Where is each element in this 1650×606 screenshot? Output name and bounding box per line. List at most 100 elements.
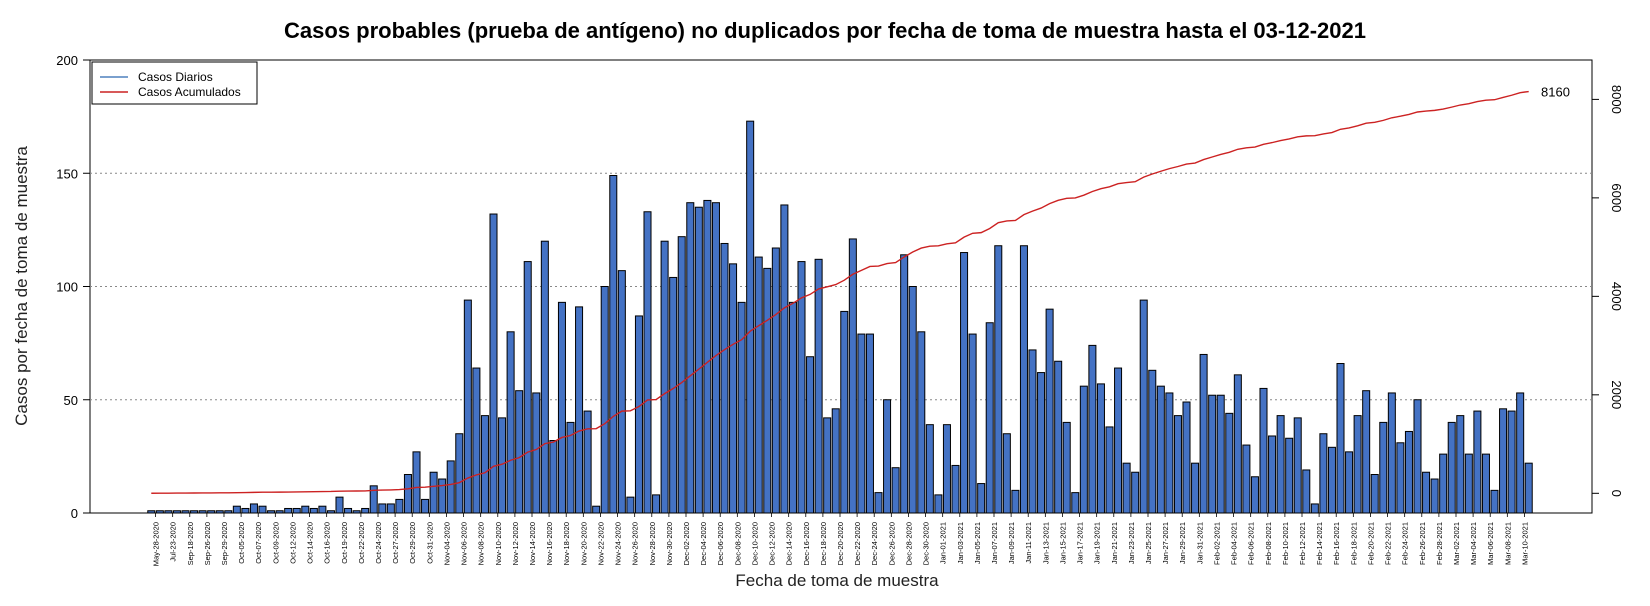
x-tick-label: Feb-28-2021 <box>1435 522 1444 565</box>
bar-casos-diarios <box>1336 363 1345 514</box>
y-axis-left: 0 50 100 150 200 <box>56 53 90 521</box>
bar-casos-diarios <box>1216 394 1225 514</box>
bar-casos-diarios <box>1062 421 1071 514</box>
bar-casos-diarios <box>224 510 233 514</box>
bar-casos-diarios <box>771 247 780 514</box>
bar-casos-diarios <box>1481 453 1490 514</box>
bar-casos-diarios <box>1173 415 1182 514</box>
y-tick-label: 0 <box>71 506 78 521</box>
bar-casos-diarios <box>1114 367 1123 514</box>
y-tick-label: 100 <box>56 280 78 295</box>
x-tick-label: Oct-07-2020 <box>254 522 263 564</box>
x-tick-label: Nov-20-2020 <box>579 522 588 565</box>
x-tick-label: Oct-31-2020 <box>425 522 434 564</box>
bar-casos-diarios <box>292 507 301 514</box>
bar-casos-diarios <box>660 240 669 514</box>
bar-casos-diarios <box>1139 299 1148 514</box>
bar-casos-diarios <box>1327 446 1336 514</box>
bar-casos-diarios <box>1250 476 1259 514</box>
bar-casos-diarios <box>1319 433 1328 514</box>
bar-casos-diarios <box>1071 492 1080 514</box>
bar-casos-diarios <box>857 333 866 514</box>
x-tick-label: Jan-25-2021 <box>1144 522 1153 564</box>
x-tick-label: Nov-26-2020 <box>631 522 640 565</box>
bar-casos-diarios <box>1490 489 1499 514</box>
bar-casos-diarios <box>1310 503 1319 514</box>
x-tick-label: Dec-18-2020 <box>819 522 828 565</box>
bar-casos-diarios <box>780 204 789 514</box>
bar-casos-diarios <box>814 258 823 514</box>
x-tick-label: Feb-26-2021 <box>1418 522 1427 565</box>
bar-casos-diarios <box>634 315 643 514</box>
bar-casos-diarios <box>403 474 412 514</box>
bar-casos-diarios <box>1088 344 1097 514</box>
bar-casos-diarios <box>617 270 626 514</box>
bar-casos-diarios <box>326 510 335 514</box>
bar-casos-diarios <box>985 322 994 514</box>
bar-casos-diarios <box>386 503 395 514</box>
bar-casos-diarios <box>1225 412 1234 514</box>
bar-casos-diarios <box>1379 421 1388 514</box>
x-tick-label: Jan-29-2021 <box>1178 522 1187 564</box>
x-tick-label: Jan-13-2021 <box>1041 522 1050 564</box>
bar-casos-diarios <box>164 510 173 514</box>
x-tick-label: May-28-2020 <box>152 522 161 566</box>
x-tick-label: Oct-14-2020 <box>306 522 315 564</box>
final-cumulative-label: 8160 <box>1541 85 1570 100</box>
x-tick-label: Nov-06-2020 <box>460 522 469 565</box>
bar-casos-diarios <box>1019 245 1028 514</box>
bar-casos-diarios <box>472 367 481 514</box>
x-tick-label: Jan-31-2021 <box>1195 522 1204 564</box>
x-tick-label: Feb-20-2021 <box>1366 522 1375 565</box>
y-tick-label: 150 <box>56 166 78 181</box>
bar-casos-diarios <box>1096 383 1105 514</box>
bar-casos-diarios <box>806 356 815 514</box>
y-tick-label: 200 <box>56 53 78 68</box>
x-tick-label: Oct-29-2020 <box>408 522 417 564</box>
bar-casos-diarios <box>1345 451 1354 514</box>
bar-casos-diarios <box>583 410 592 514</box>
x-tick-label: Mar-06-2021 <box>1486 522 1495 565</box>
cumulative-line-group <box>151 90 1529 494</box>
bar-casos-diarios <box>1404 430 1413 514</box>
bar-casos-diarios <box>1302 469 1311 514</box>
bar-casos-diarios <box>412 451 421 514</box>
x-tick-label: Feb-12-2021 <box>1298 522 1307 565</box>
bar-casos-diarios <box>1259 387 1268 514</box>
bar-casos-diarios <box>1028 349 1037 514</box>
bar-casos-diarios <box>626 496 635 514</box>
x-tick-label: Oct-09-2020 <box>271 522 280 564</box>
bar-casos-diarios <box>1002 433 1011 514</box>
x-tick-label: Feb-16-2021 <box>1332 522 1341 565</box>
bar-casos-diarios <box>463 299 472 514</box>
x-tick-label: Nov-10-2020 <box>494 522 503 565</box>
bar-casos-diarios <box>900 254 909 514</box>
y-tick-label: 50 <box>64 393 78 408</box>
bar-casos-diarios <box>917 331 926 514</box>
bar-casos-diarios <box>874 492 883 514</box>
legend-label-acumulados: Casos Acumulados <box>138 85 241 99</box>
x-tick-label: Sep-18-2020 <box>186 522 195 565</box>
bar-casos-diarios <box>258 505 267 514</box>
bar-casos-diarios <box>1276 415 1285 514</box>
bar-casos-diarios <box>1182 401 1191 514</box>
bar-casos-diarios <box>421 498 430 514</box>
bar-casos-diarios <box>797 261 806 514</box>
bar-casos-diarios <box>335 496 344 514</box>
x-tick-label: Dec-08-2020 <box>733 522 742 565</box>
legend-box <box>91 61 258 105</box>
bar-casos-diarios <box>883 399 892 514</box>
x-tick-label: Jan-11-2021 <box>1024 522 1033 564</box>
bar-casos-diarios <box>515 390 524 514</box>
bar-casos-diarios <box>1353 415 1362 514</box>
bar-casos-diarios <box>848 238 857 514</box>
x-tick-label: Mar-10-2021 <box>1520 522 1529 565</box>
bar-casos-diarios <box>934 494 943 514</box>
x-tick-label: Oct-22-2020 <box>357 522 366 564</box>
bar-casos-diarios <box>1439 453 1448 514</box>
bar-casos-diarios <box>155 510 164 514</box>
x-tick-label: Jan-01-2021 <box>939 522 948 564</box>
bar-casos-diarios <box>455 433 464 514</box>
bar-casos-diarios <box>172 510 181 514</box>
bar-casos-diarios <box>592 505 601 514</box>
